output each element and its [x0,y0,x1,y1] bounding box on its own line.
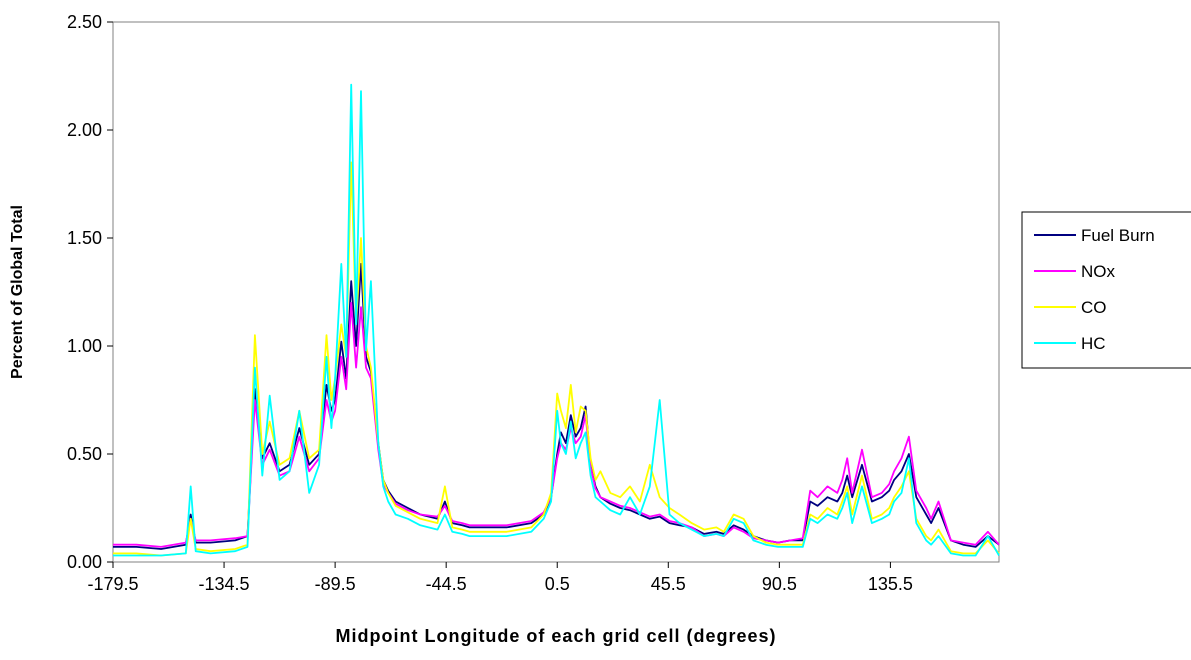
series-line-hc [113,83,1000,557]
series-line-nox [113,301,1000,548]
y-tick-label: 1.00 [67,336,102,356]
y-tick-label: 2.50 [67,12,102,32]
x-tick-label: -44.5 [426,574,467,594]
x-axis-label: Midpoint Longitude of each grid cell (de… [335,626,776,646]
legend-label: Fuel Burn [1081,226,1155,245]
y-tick-label: 0.00 [67,552,102,572]
y-tick-label: 2.00 [67,120,102,140]
x-tick-label: 45.5 [651,574,686,594]
legend-label: HC [1081,334,1106,353]
y-tick-label: 1.50 [67,228,102,248]
x-tick-label: 0.5 [545,574,570,594]
legend-label: CO [1081,298,1107,317]
series-lines [113,83,1000,557]
x-tick-label: -89.5 [315,574,356,594]
y-axis-ticks: 0.00 0.50 1.00 1.50 2.00 2.50 [67,12,113,572]
legend: Fuel Burn NOx CO HC [1021,211,1191,369]
x-tick-label: 90.5 [762,574,797,594]
plot-area [112,21,1000,563]
x-tick-label: 135.5 [868,574,913,594]
legend-label: NOx [1081,262,1116,281]
y-tick-label: 0.50 [67,444,102,464]
series-line-co [113,161,1000,557]
series-line-fuel-burn [113,262,1000,550]
x-tick-label: -179.5 [87,574,138,594]
x-tick-label: -134.5 [199,574,250,594]
x-axis-ticks: -179.5 -134.5 -89.5 -44.5 0.5 45.5 90.5 135.5 [87,562,913,594]
y-axis-label: Percent of Global Total [9,205,26,379]
